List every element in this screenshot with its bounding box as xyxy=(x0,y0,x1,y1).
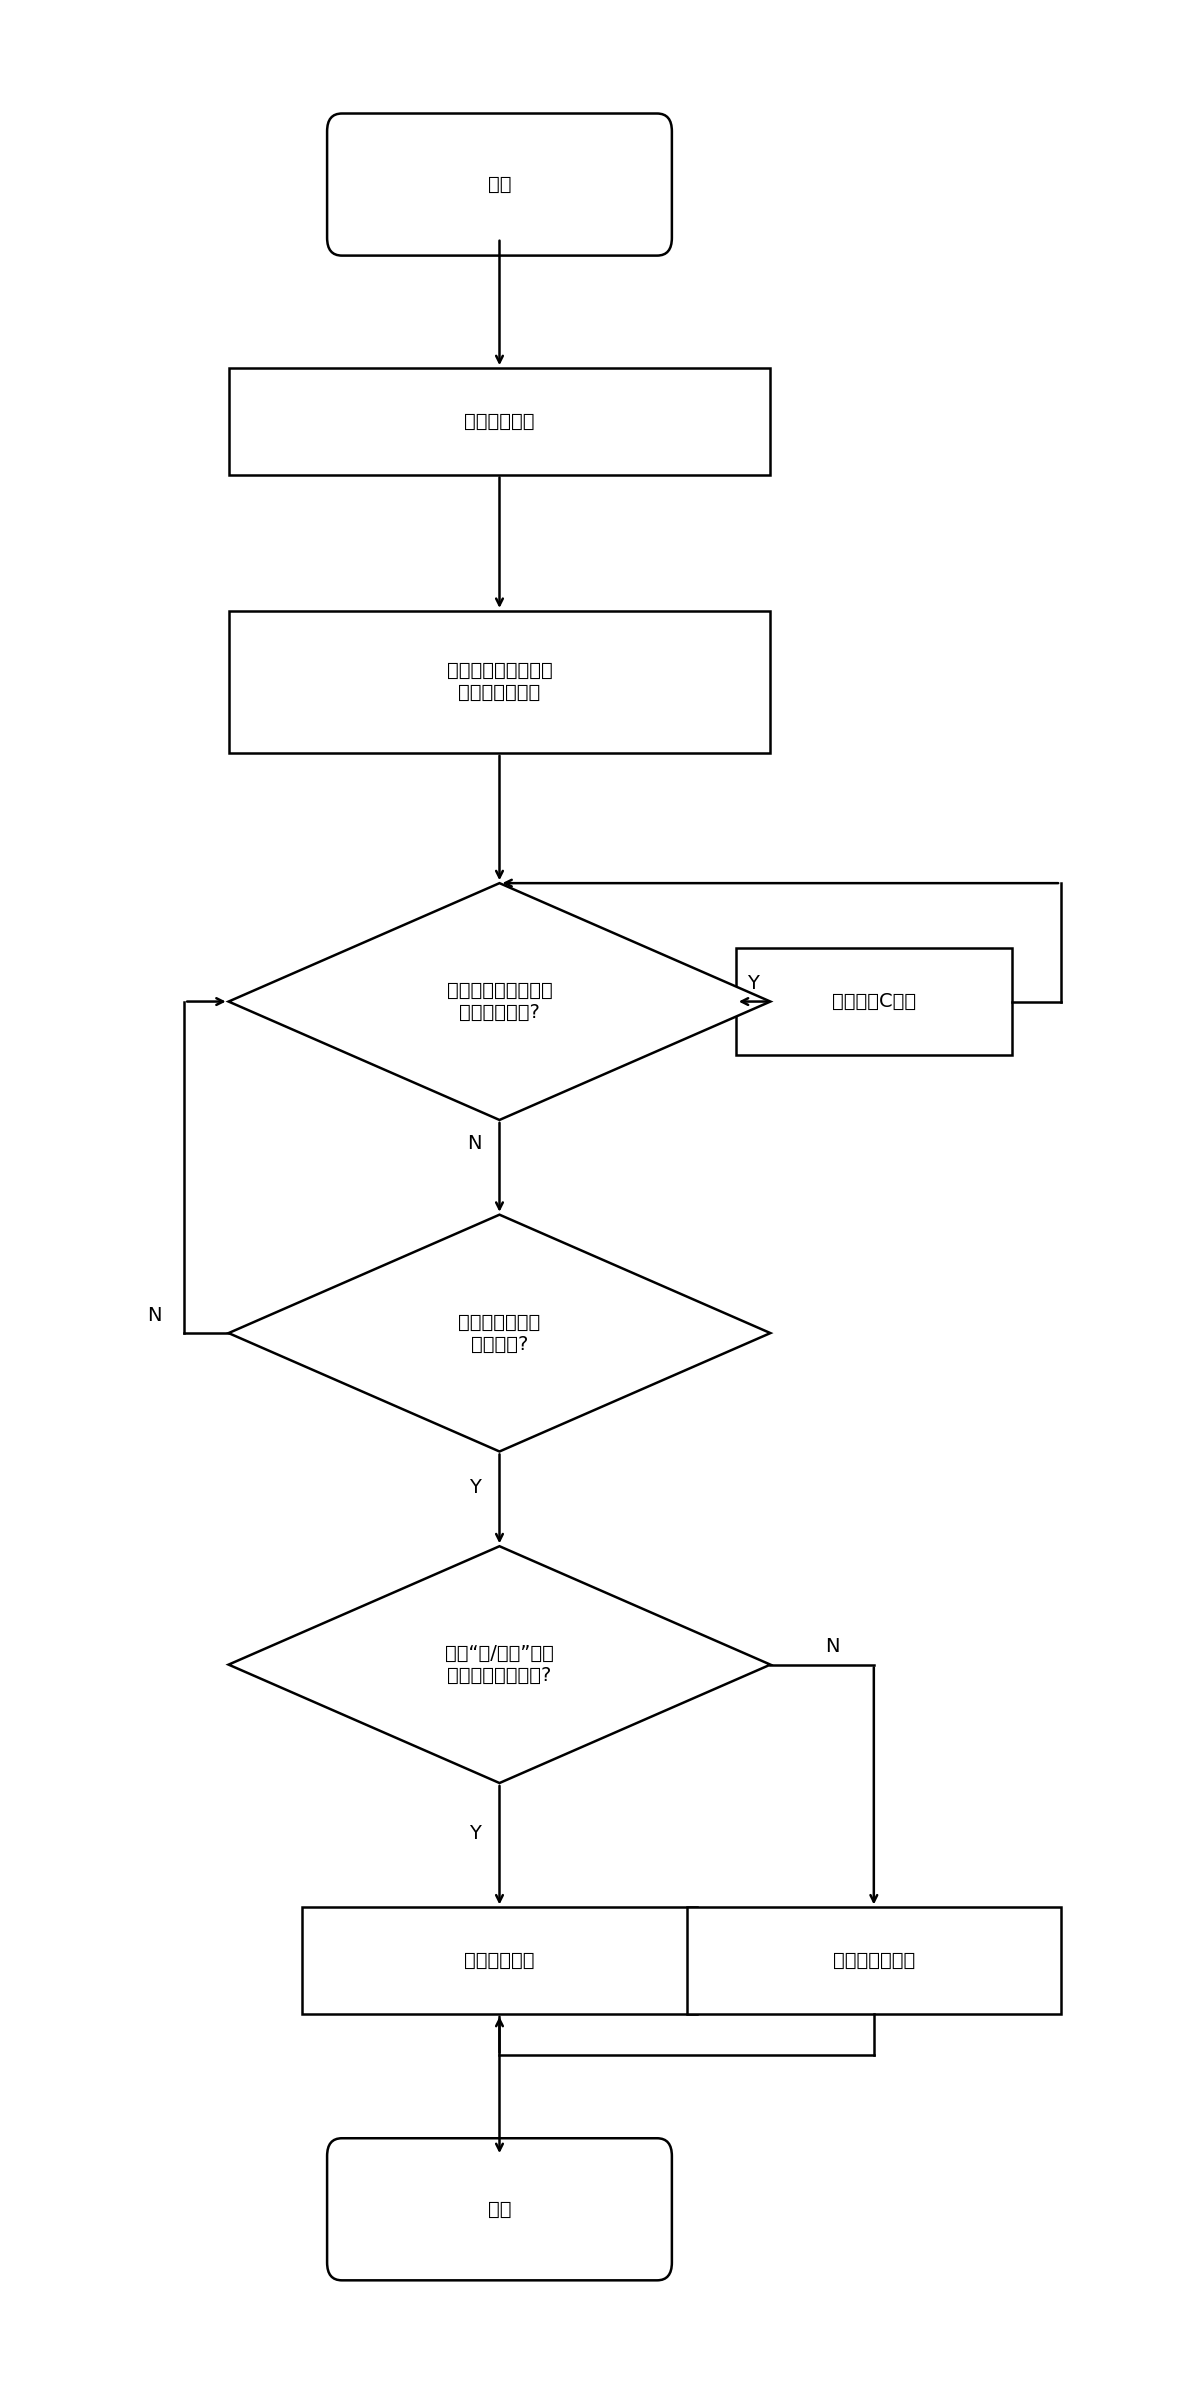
FancyBboxPatch shape xyxy=(327,114,672,255)
Text: 选定的检测区域
遍历完否?: 选定的检测区域 遍历完否? xyxy=(458,1312,541,1353)
Bar xyxy=(736,948,1012,1055)
Text: 开始: 开始 xyxy=(488,174,511,193)
Text: Y: Y xyxy=(469,1477,481,1496)
Polygon shape xyxy=(228,1546,770,1784)
Text: 根据需要确定待检测
的颜色分量类型: 根据需要确定待检测 的颜色分量类型 xyxy=(446,662,553,703)
Text: 两帧图像对应位置处
的分量变化否?: 两帧图像对应位置处 的分量变化否? xyxy=(446,981,553,1022)
Text: N: N xyxy=(468,1134,482,1153)
Text: 采用“与/或非”判断
机制结果为逻辑真?: 采用“与/或非”判断 机制结果为逻辑真? xyxy=(445,1644,554,1684)
Bar xyxy=(303,1908,696,2013)
Bar xyxy=(687,1908,1061,2013)
FancyBboxPatch shape xyxy=(327,2139,672,2280)
Bar xyxy=(228,610,770,753)
Bar xyxy=(228,369,770,474)
Text: 块计数器C累加: 块计数器C累加 xyxy=(831,991,916,1010)
Text: N: N xyxy=(147,1305,161,1324)
Text: 退出: 退出 xyxy=(488,2201,511,2218)
Text: N: N xyxy=(825,1636,840,1655)
Text: Y: Y xyxy=(469,1825,481,1844)
Text: 移动条件不成立: 移动条件不成立 xyxy=(832,1951,915,1970)
Polygon shape xyxy=(228,1215,770,1451)
Text: 初始化计数器: 初始化计数器 xyxy=(464,412,535,431)
Text: Y: Y xyxy=(748,974,759,993)
Text: 移动条件成立: 移动条件成立 xyxy=(464,1951,535,1970)
Polygon shape xyxy=(228,884,770,1120)
